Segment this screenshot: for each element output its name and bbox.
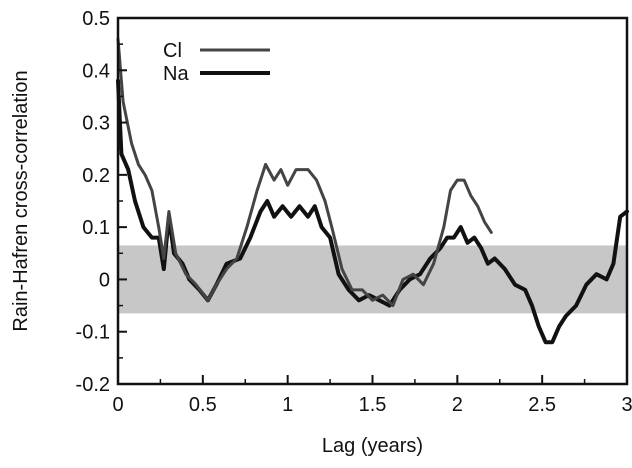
- y-tick-label: -0.1: [76, 322, 110, 344]
- y-axis-title: Rain-Hafren cross-correlation: [10, 70, 32, 331]
- ticks-layer: 0 0.5 1 1.5 2 2.5 3 -0.2 -0.1 0 0.1 0.2 0.3 0.4 0.5: [76, 8, 632, 416]
- legend-label-na: Na: [163, 63, 189, 85]
- legend-label-cl: Cl: [163, 40, 182, 62]
- plot-frame: [116, 16, 629, 386]
- x-tick-label: 0: [112, 394, 123, 416]
- y-tick-label: 0.5: [82, 8, 110, 30]
- confidence-band-layer: [118, 245, 627, 314]
- y-tick-label: -0.2: [76, 374, 110, 396]
- confidence-band: [118, 245, 627, 314]
- series-line-cl: [116, 37, 493, 308]
- series-layer: [116, 37, 629, 345]
- x-tick-label: 2.5: [528, 394, 556, 416]
- y-tick-label: 0.1: [82, 217, 110, 239]
- y-tick-label: 0.4: [82, 60, 110, 82]
- x-tick-label: 2: [452, 394, 463, 416]
- x-axis-title: Lag (years): [322, 435, 423, 457]
- axes-layer: [116, 16, 629, 386]
- y-tick-label: 0: [99, 269, 110, 291]
- x-tick-label: 1.5: [359, 394, 387, 416]
- x-tick-label: 3: [621, 394, 632, 416]
- y-tick-label: 0.3: [82, 113, 110, 135]
- x-tick-label: 0.5: [189, 394, 217, 416]
- x-tick-label: 1: [282, 394, 293, 416]
- y-tick-label: 0.2: [82, 165, 110, 187]
